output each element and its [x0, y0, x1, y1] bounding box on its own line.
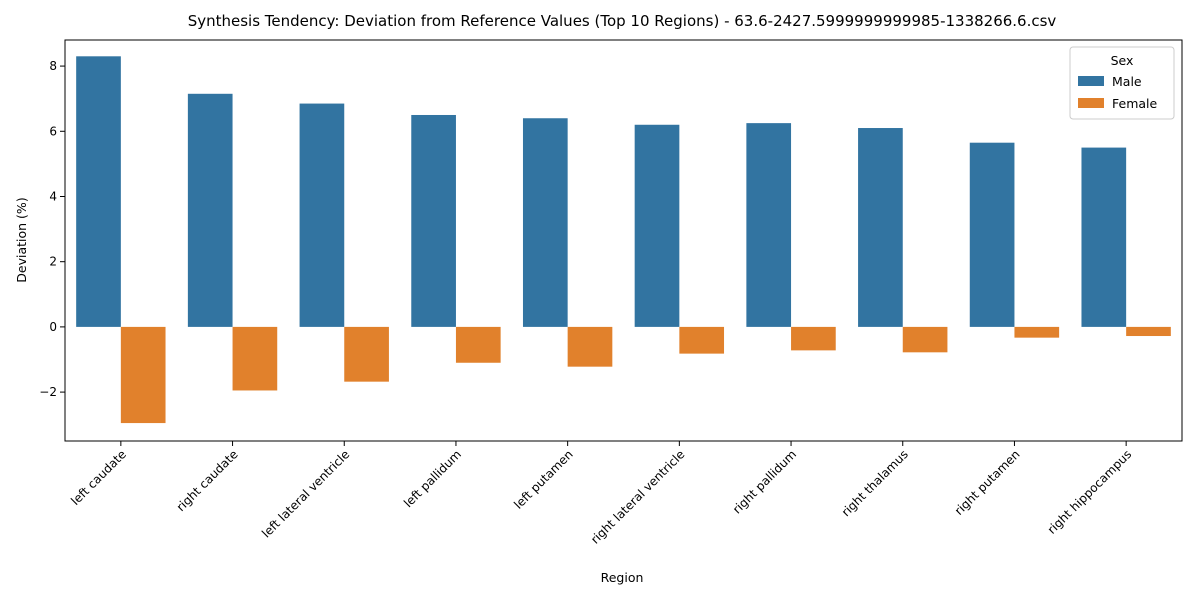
legend-swatch-male	[1078, 76, 1104, 86]
plot-frame	[64, 39, 1183, 442]
bar-male-6	[746, 123, 792, 327]
bar-female-9	[1126, 326, 1171, 337]
x-tick-label: left putamen	[511, 447, 576, 512]
bar-male-8	[969, 142, 1015, 327]
y-tick-label: 2	[49, 255, 57, 269]
x-tick-label: left pallidum	[401, 447, 464, 510]
legend-label-male: Male	[1112, 74, 1142, 89]
bar-female-1	[232, 326, 278, 391]
bar-male-3	[411, 114, 456, 327]
bar-female-8	[1014, 326, 1060, 338]
legend-label-female: Female	[1112, 96, 1158, 111]
legend-title: Sex	[1111, 53, 1134, 68]
bar-female-5	[679, 326, 725, 354]
x-tick-label: left caudate	[68, 447, 129, 508]
x-tick-label: right pallidum	[730, 447, 799, 516]
bars-group	[76, 56, 1171, 424]
bar-male-1	[187, 93, 233, 327]
bar-female-3	[455, 326, 501, 363]
y-tick-label: 8	[49, 59, 57, 73]
y-tick-label: 4	[49, 189, 57, 203]
bar-female-7	[902, 326, 948, 353]
x-tick-label: right putamen	[952, 447, 1023, 518]
chart-title: Synthesis Tendency: Deviation from Refer…	[188, 12, 1057, 30]
x-tick-label: right lateral ventricle	[588, 447, 687, 546]
x-tick-label: right caudate	[174, 447, 241, 514]
bar-male-2	[299, 103, 345, 327]
bar-male-4	[522, 118, 568, 327]
bar-male-9	[1081, 147, 1127, 327]
y-tick-label: 0	[49, 320, 57, 334]
legend: Sex Male Female	[1069, 46, 1175, 120]
bar-male-5	[634, 124, 680, 327]
x-axis: left caudate right caudate left lateral ve…	[68, 441, 1134, 547]
x-tick-label: right thalamus	[839, 447, 911, 519]
x-tick-label: right hippocampus	[1045, 447, 1135, 537]
bar-male-7	[858, 128, 903, 327]
bar-female-0	[120, 326, 166, 424]
bar-male-0	[76, 56, 121, 327]
y-tick-label: −2	[39, 385, 57, 399]
bar-female-6	[791, 326, 836, 351]
y-axis-label: Deviation (%)	[14, 197, 29, 282]
y-axis: −2 0 2 4 6 8	[39, 59, 65, 399]
y-tick-label: 6	[49, 124, 57, 138]
bar-female-2	[344, 326, 389, 382]
bar-female-4	[567, 326, 613, 367]
legend-swatch-female	[1078, 98, 1104, 108]
x-tick-label: left lateral ventricle	[259, 447, 352, 540]
x-axis-label: Region	[601, 570, 644, 585]
